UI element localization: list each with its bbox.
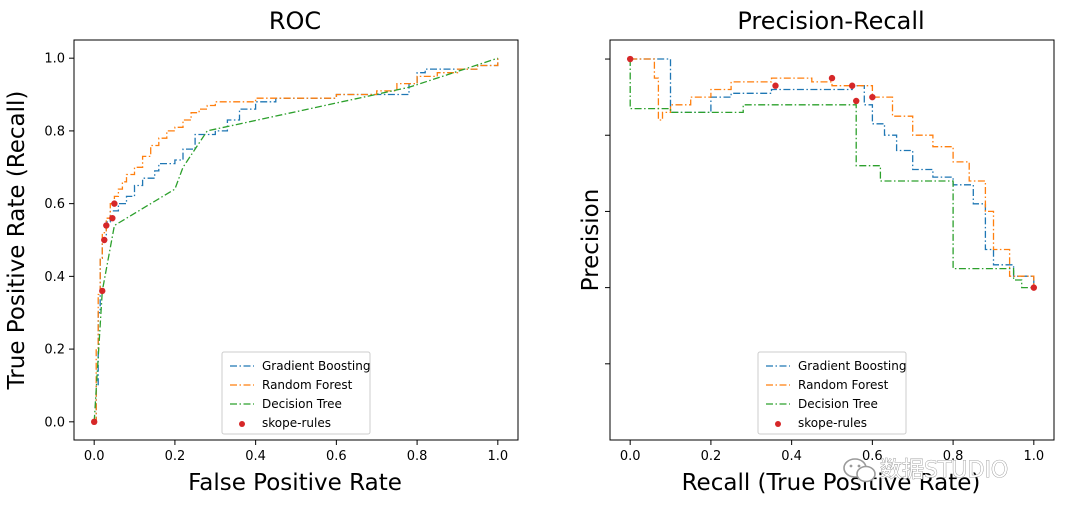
pr-chart: Precision-Recall Recall (True Positive R… (578, 7, 1055, 496)
y-tick-label: 0.4 (44, 270, 65, 285)
x-tick-label: 1.0 (487, 449, 508, 464)
y-tick-label: 0.8 (44, 124, 65, 139)
roc-chart: ROC False Positive Rate True Positive Ra… (4, 7, 519, 496)
pr-legend: Gradient Boosting Random Forest Decision T… (757, 351, 907, 435)
roc-plot-frame (73, 39, 519, 441)
roc-title: ROC (269, 7, 321, 35)
legend-label: skope-rules (262, 416, 331, 430)
pr-skope-point (869, 93, 876, 101)
legend-label: Gradient Boosting (262, 359, 370, 373)
pr-line-random-forest (630, 58, 1035, 288)
roc-skope-point (109, 214, 116, 222)
legend-box (757, 351, 907, 435)
legend-box (221, 351, 371, 435)
pr-title: Precision-Recall (737, 7, 924, 35)
pr-xlabel: Recall (True Positive Rate) (682, 470, 981, 496)
x-tick-label: 0.4 (781, 449, 802, 464)
x-tick-label: 0.0 (620, 449, 641, 464)
roc-line-decision-tree (93, 57, 499, 422)
roc-series (90, 57, 499, 426)
legend-label: skope-rules (798, 416, 867, 430)
pr-ylabel: Precision (578, 189, 604, 292)
watermark-text: 数据STUDIO (880, 458, 1008, 483)
y-tick-label: 0.6 (44, 197, 65, 212)
x-tick-label: 0.2 (701, 449, 722, 464)
pr-plot-frame (609, 39, 1055, 441)
legend-label: Decision Tree (262, 397, 342, 411)
roc-ylabel: True Positive Rate (Recall) (4, 91, 30, 391)
pr-skope-point (626, 55, 634, 63)
roc-skope-point (111, 200, 118, 207)
roc-skope-point (90, 418, 98, 426)
legend-label: Random Forest (798, 378, 889, 392)
roc-skope-point (103, 222, 110, 229)
legend-swatch-skope-rules (775, 421, 781, 427)
watermark: 数据STUDIO (843, 458, 1009, 483)
roc-skope-point (101, 236, 108, 244)
y-tick-label: 1.0 (44, 52, 65, 67)
legend-swatch-skope-rules (239, 421, 245, 427)
legend-label: Decision Tree (798, 397, 878, 411)
x-tick-label: 0.0 (84, 449, 105, 464)
x-tick-label: 0.4 (245, 449, 266, 464)
x-tick-label: 0.8 (943, 449, 964, 464)
legend-label: Random Forest (262, 378, 353, 392)
x-tick-label: 0.8 (407, 449, 428, 464)
roc-line-random-forest (94, 58, 499, 423)
y-tick-label: 0.0 (44, 415, 65, 430)
roc-ticks: 0.0 0.2 0.4 0.6 0.8 1.0 0.0 0.2 0.4 0.6 0.8 1.0 (44, 52, 508, 464)
x-tick-label: 0.6 (862, 449, 883, 464)
pr-ticks: 0.0 0.2 0.4 0.6 0.8 1.0 (605, 58, 1044, 464)
x-tick-label: 0.6 (326, 449, 347, 464)
x-tick-label: 1.0 (1023, 449, 1044, 464)
y-tick-label: 0.2 (44, 343, 65, 358)
pr-skope-point (853, 97, 860, 105)
x-tick-label: 0.2 (165, 449, 186, 464)
pr-skope-point (772, 82, 779, 89)
roc-xlabel: False Positive Rate (188, 470, 402, 496)
roc-skope-point (99, 287, 106, 295)
pr-line-gradient-boosting (630, 58, 1035, 288)
legend-label: Gradient Boosting (798, 359, 906, 373)
wechat-icon (843, 458, 876, 483)
pr-line-decision-tree (629, 59, 1034, 289)
pr-skope-point (848, 82, 856, 89)
pr-skope-point (828, 74, 836, 82)
roc-legend: Gradient Boosting Random Forest Decision T… (221, 351, 371, 435)
pr-series (626, 55, 1038, 291)
pr-skope-point (1030, 284, 1038, 291)
